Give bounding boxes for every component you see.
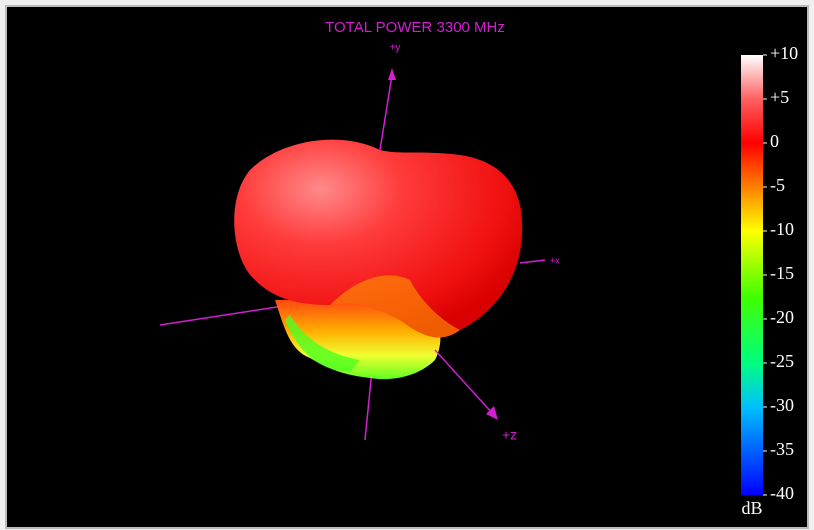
colorbar-unit: dB: [741, 498, 762, 518]
y-axis: [379, 74, 393, 151]
y-arrow: [388, 68, 396, 80]
x-axis: [159, 304, 291, 326]
main-lobe: [234, 139, 523, 338]
colorbar: [741, 55, 763, 495]
z-arrow: [486, 406, 498, 420]
colorbar-tick-label: +5: [770, 87, 789, 107]
colorbar-tick-label: -30: [770, 395, 794, 415]
z-axis-label: +z: [502, 427, 517, 443]
title: TOTAL POWER 3300 MHz: [325, 19, 505, 36]
colorbar-tick-label: -5: [770, 175, 785, 195]
colorbar-tick-label: 0: [770, 131, 779, 151]
x-axis: [519, 259, 546, 264]
colorbar-tick-label: +10: [770, 43, 798, 63]
lower-ripple: [285, 315, 360, 372]
colorbar-tick-label: -20: [770, 307, 794, 327]
colorbar-ticks: +10 +5 0 -5 -10 -15 -20 -25 -30 -35 -40: [763, 43, 798, 503]
y-axis: [364, 369, 373, 441]
z-axis: [434, 349, 494, 415]
colorbar-tick-label: -25: [770, 351, 794, 371]
colorbar-tick-label: -40: [770, 483, 794, 503]
y-axis-label: +y: [390, 43, 401, 54]
x-axis-label: +x: [550, 255, 560, 265]
colorbar-tick-label: -35: [770, 439, 794, 459]
colorbar-tick-label: -15: [770, 263, 794, 283]
colorbar-tick-label: -10: [770, 219, 794, 239]
lobe-shading: [330, 275, 460, 338]
